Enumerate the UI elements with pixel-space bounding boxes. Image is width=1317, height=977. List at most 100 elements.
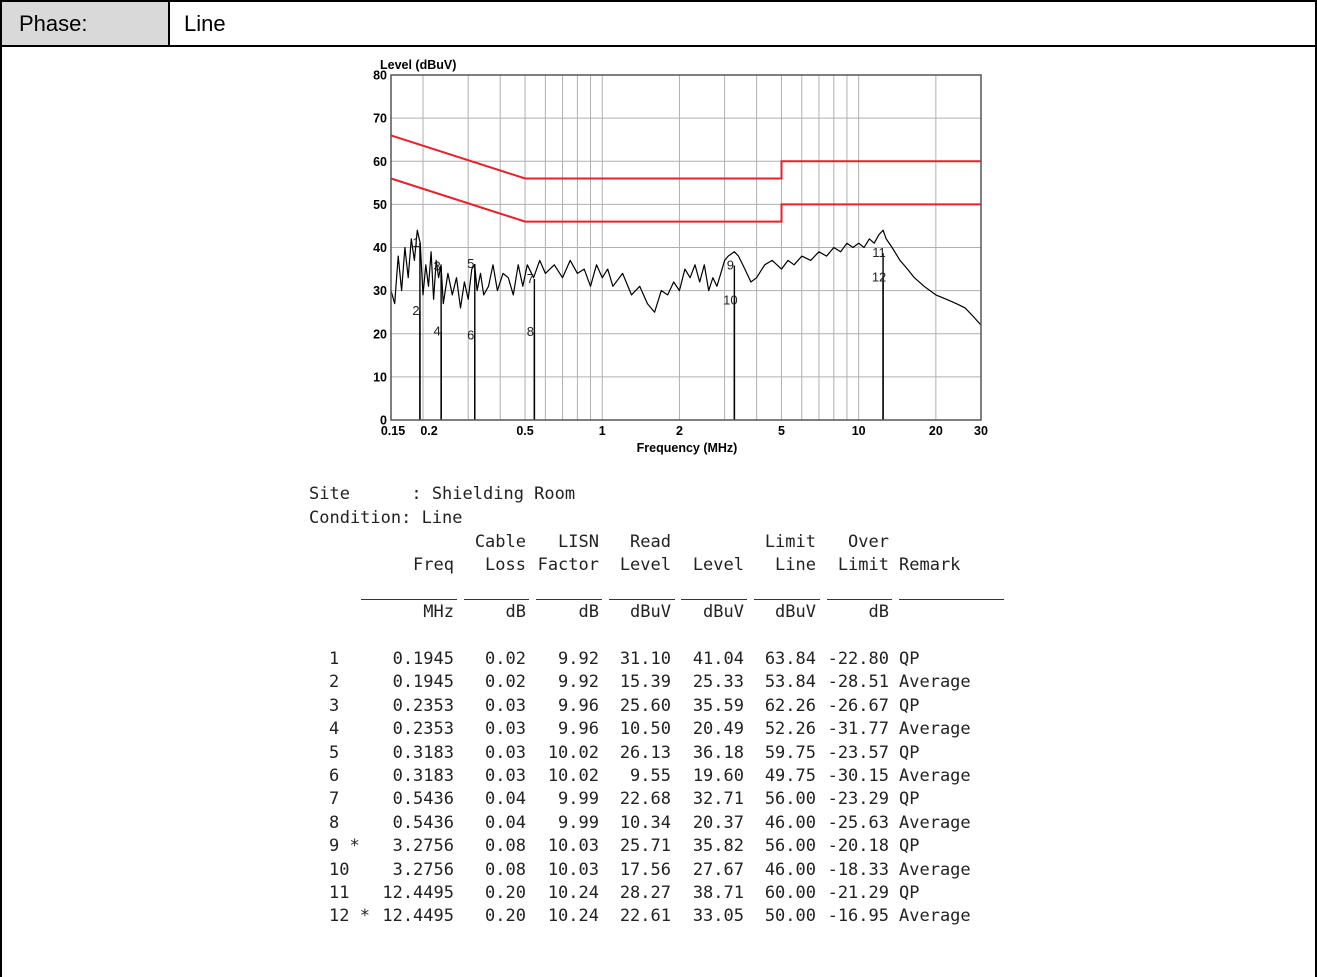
- x-tick-label: 1: [599, 424, 606, 438]
- cell-lisn-factor: 9.99: [558, 789, 599, 810]
- cell-read-level: 26.13: [619, 742, 671, 763]
- cell-no: 9 *: [329, 836, 360, 857]
- cell-level: 20.37: [692, 812, 744, 833]
- cell-limit-line: 53.84: [764, 672, 816, 693]
- cell-over-limit: -20.18: [827, 836, 889, 857]
- cell-no: 12 *: [329, 906, 370, 927]
- cell-limit-line: Limit: [764, 532, 816, 552]
- cell-remark: Average: [899, 719, 971, 740]
- x-tick-label: 20: [929, 424, 943, 438]
- cell-limit-line: 60.00: [764, 883, 816, 903]
- cell-freq: 3.2756: [392, 859, 454, 880]
- cell-cable-loss: Loss: [485, 555, 526, 575]
- x-tick-label: 30: [974, 424, 988, 438]
- cell-over-limit: Limit: [837, 555, 889, 575]
- cell-cable-loss: 0.03: [485, 742, 526, 763]
- cell-no: 1: [329, 649, 340, 669]
- cell-over-limit: -23.57: [827, 742, 889, 763]
- cell-no: 8: [329, 812, 340, 833]
- cell-freq: 3.2756: [392, 836, 454, 857]
- site-info: Site : Shielding Room Condition: Line: [309, 482, 575, 530]
- cell-read-level: dBuV: [630, 602, 671, 622]
- cell-remark: Average: [899, 672, 971, 693]
- cell-level: Level: [692, 555, 744, 575]
- cell-freq: 0.3183: [392, 766, 454, 786]
- cell-limit-line: dBuV: [775, 602, 816, 622]
- cell-freq: MHz: [423, 602, 454, 622]
- cell-read-level: 15.39: [619, 672, 671, 693]
- x-tick-label: 10: [852, 424, 866, 438]
- cell-limit-line: Line: [775, 555, 816, 575]
- cell-cable-loss: 0.20: [485, 906, 526, 927]
- cell-freq: 0.1945: [392, 649, 454, 669]
- y-tick-labels: 0 10 20 30 40 50 60 70 80: [373, 69, 387, 428]
- marker-label: 12: [872, 269, 886, 284]
- cell-no: 6: [329, 766, 340, 786]
- cell-read-level: 22.61: [619, 906, 671, 927]
- cell-lisn-factor: 9.99: [558, 812, 599, 833]
- cell-freq: 0.1945: [392, 672, 454, 693]
- marker-label: 8: [527, 324, 534, 339]
- marker-label: 1: [412, 235, 419, 250]
- cell-cable-loss: 0.08: [485, 836, 526, 857]
- y-tick-label: 30: [373, 284, 387, 298]
- cell-freq: Freq: [413, 555, 454, 575]
- cell-limit-line: 50.00: [764, 906, 816, 927]
- cell-remark: QP: [899, 649, 920, 669]
- y-tick-label: 70: [373, 112, 387, 126]
- header-rule: [681, 599, 747, 600]
- cell-remark: QP: [899, 742, 920, 763]
- x-tick-label: 0.15: [381, 424, 405, 438]
- cell-freq: 12.4495: [382, 906, 454, 927]
- cell-over-limit: -18.33: [827, 859, 889, 880]
- cell-limit-line: 46.00: [764, 812, 816, 833]
- cell-remark: QP: [899, 695, 920, 716]
- cell-level: 27.67: [692, 859, 744, 880]
- cell-limit-line: 56.00: [764, 789, 816, 810]
- cell-limit-line: 49.75: [764, 766, 816, 786]
- y-tick-label: 0: [380, 414, 387, 428]
- cell-level: 35.59: [692, 695, 744, 716]
- cell-over-limit: -26.67: [827, 695, 889, 716]
- x-tick-label: 0.5: [516, 424, 533, 438]
- cell-level: 36.18: [692, 742, 744, 763]
- cell-no: 3: [329, 695, 340, 716]
- cell-level: 41.04: [692, 649, 744, 669]
- cell-remark: QP: [899, 836, 920, 857]
- phase-header-row: Phase: Line: [2, 2, 1315, 47]
- marker-label: 9: [727, 258, 734, 273]
- cell-freq: 0.5436: [392, 789, 454, 810]
- cell-read-level: 9.55: [630, 766, 671, 786]
- marker-label: 11: [872, 245, 886, 260]
- cell-lisn-factor: 10.02: [547, 742, 599, 763]
- y-tick-label: 60: [373, 155, 387, 169]
- header-rule: [464, 599, 529, 600]
- cell-limit-line: 52.26: [764, 719, 816, 740]
- header-rule: [609, 599, 675, 600]
- x-tick-label: 2: [676, 424, 683, 438]
- cell-lisn-factor: 9.96: [558, 719, 599, 740]
- cell-lisn-factor: 10.02: [547, 766, 599, 786]
- cell-cable-loss: 0.08: [485, 859, 526, 880]
- cell-level: 20.49: [692, 719, 744, 740]
- header-rule: [899, 599, 1004, 600]
- plot-frame: [390, 74, 982, 421]
- cell-lisn-factor: 9.92: [558, 649, 599, 669]
- cell-cable-loss: 0.20: [485, 883, 526, 903]
- marker-label: 3: [434, 259, 441, 274]
- cell-remark: Average: [899, 766, 971, 786]
- marker-label: 2: [412, 303, 419, 318]
- cell-cable-loss: Cable: [474, 532, 526, 552]
- cell-lisn-factor: Factor: [537, 555, 599, 575]
- cell-over-limit: -28.51: [827, 672, 889, 693]
- cell-lisn-factor: 10.24: [547, 883, 599, 903]
- marker-label: 5: [467, 256, 474, 271]
- cell-level: 33.05: [692, 906, 744, 927]
- cell-lisn-factor: 9.96: [558, 695, 599, 716]
- header-rule: [754, 599, 820, 600]
- cell-level: 19.60: [692, 766, 744, 786]
- x-tick-labels: 0.15 0.2 0.5 1 2 5 10 20 30: [381, 424, 988, 438]
- marker-label: 6: [467, 327, 474, 342]
- cell-limit-line: 62.26: [764, 695, 816, 716]
